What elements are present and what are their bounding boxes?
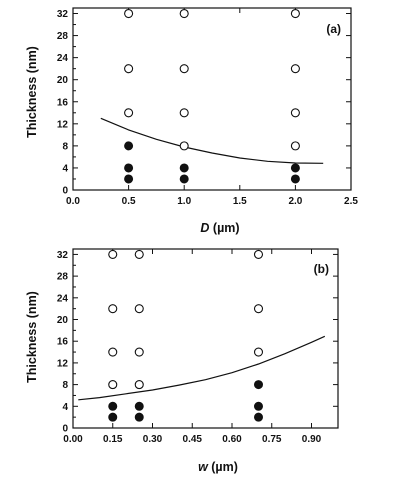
y-tick-label-a-4: 16: [57, 97, 69, 108]
open-point-b-5: [253, 304, 264, 314]
y-tick-label-a-2: 8: [62, 141, 68, 152]
y-axis-label-a: Thickness (nm): [25, 46, 39, 138]
x-axis-variable-a: D: [200, 221, 209, 235]
filled-point-a-6: [290, 174, 300, 184]
open-point-a-1: [179, 8, 189, 19]
y-tick-label-a-0: 0: [62, 186, 68, 197]
y-tick-label-a-1: 4: [62, 163, 68, 174]
x-tick-label-a-4: 2.0: [288, 196, 302, 207]
y-tick-label-b-0: 0: [62, 424, 68, 435]
y-tick-label-a-7: 28: [57, 31, 69, 42]
open-point-a-3: [124, 64, 134, 74]
x-axis-variable-b: w: [198, 460, 209, 474]
filled-point-b-2: [134, 401, 144, 411]
chart-panel-a: Thickness (nm) D (µm) 0.0 0.5 1.0 1.5 2.0 2.5…: [25, 7, 358, 235]
x-tick-label-a-3: 1.5: [233, 196, 247, 207]
x-tick-label-a-5: 2.5: [344, 196, 358, 207]
y-tick-label-a-8: 32: [57, 9, 69, 20]
x-tick-label-b-6: 0.90: [302, 434, 322, 445]
open-point-b-2: [253, 249, 264, 259]
open-point-b-4: [134, 304, 144, 314]
x-tick-label-a-2: 1.0: [177, 196, 191, 207]
open-point-a-6: [124, 108, 134, 118]
x-tick-label-b-0: 0.00: [63, 434, 83, 445]
x-tick-label-b-1: 0.15: [103, 434, 123, 445]
x-tick-label-b-2: 0.30: [143, 434, 163, 445]
y-tick-label-b-7: 28: [57, 272, 69, 283]
open-point-b-9: [108, 380, 118, 390]
open-point-b-3: [108, 304, 118, 314]
y-tick-label-b-3: 12: [57, 358, 69, 369]
boundary-curve-b: [78, 335, 326, 401]
chart-panel-b: Thickness (nm) w (µm) 0.00 0.15 0.30 0.45 0.…: [25, 248, 339, 474]
y-tick-label-b-2: 8: [62, 380, 68, 391]
open-point-b-1: [134, 249, 144, 259]
x-axis-unit-b: (µm): [208, 460, 238, 474]
open-point-b-10: [134, 380, 144, 390]
filled-point-a-0: [124, 141, 134, 151]
open-point-a-5: [290, 64, 300, 74]
x-tick-label-a-0: 0.0: [66, 196, 80, 207]
filled-point-b-5: [134, 412, 144, 422]
y-axis-label-b: Thickness (nm): [25, 291, 39, 383]
open-point-a-4: [179, 64, 189, 74]
plot-frame-b: [72, 248, 339, 429]
filled-point-b-3: [254, 401, 263, 411]
x-tick-label-b-4: 0.60: [222, 434, 242, 445]
filled-point-b-0: [254, 380, 263, 390]
panel-label-a: (a): [326, 22, 341, 36]
y-tick-label-b-6: 24: [57, 293, 69, 304]
y-tick-label-b-4: 16: [57, 337, 69, 348]
x-axis-unit-a: (µm): [209, 221, 239, 235]
filled-point-b-6: [254, 412, 263, 422]
filled-point-a-5: [179, 174, 189, 184]
open-point-a-2: [290, 8, 300, 19]
filled-point-a-2: [179, 163, 189, 173]
open-point-b-6: [108, 347, 118, 357]
open-point-a-7: [179, 108, 189, 118]
open-point-a-8: [290, 108, 300, 118]
y-tick-label-a-5: 20: [57, 75, 69, 86]
filled-point-a-1: [124, 163, 134, 173]
panel-label-b: (b): [314, 262, 329, 276]
x-tick-label-a-1: 0.5: [122, 196, 136, 207]
open-point-b-0: [108, 249, 118, 259]
filled-point-a-4: [124, 174, 134, 184]
filled-point-b-4: [108, 412, 118, 422]
open-point-a-0: [124, 8, 134, 19]
open-point-a-10: [290, 141, 300, 151]
y-tick-label-b-1: 4: [62, 402, 68, 413]
x-axis-label-a: D (µm): [200, 221, 239, 235]
y-tick-label-a-6: 24: [57, 53, 69, 64]
y-tick-label-a-3: 12: [57, 119, 69, 130]
y-tick-label-b-5: 20: [57, 315, 69, 326]
x-tick-label-b-5: 0.75: [262, 434, 282, 445]
x-tick-label-b-3: 0.45: [183, 434, 203, 445]
boundary-curve-a: [100, 117, 324, 164]
y-tick-label-b-8: 32: [57, 250, 69, 261]
plot-frame-a: [72, 7, 352, 191]
open-point-a-9: [179, 141, 189, 151]
filled-point-b-1: [108, 401, 118, 411]
filled-point-a-3: [290, 163, 300, 173]
open-point-b-8: [253, 347, 264, 357]
x-axis-label-b: w (µm): [198, 460, 238, 474]
open-point-b-7: [134, 347, 144, 357]
